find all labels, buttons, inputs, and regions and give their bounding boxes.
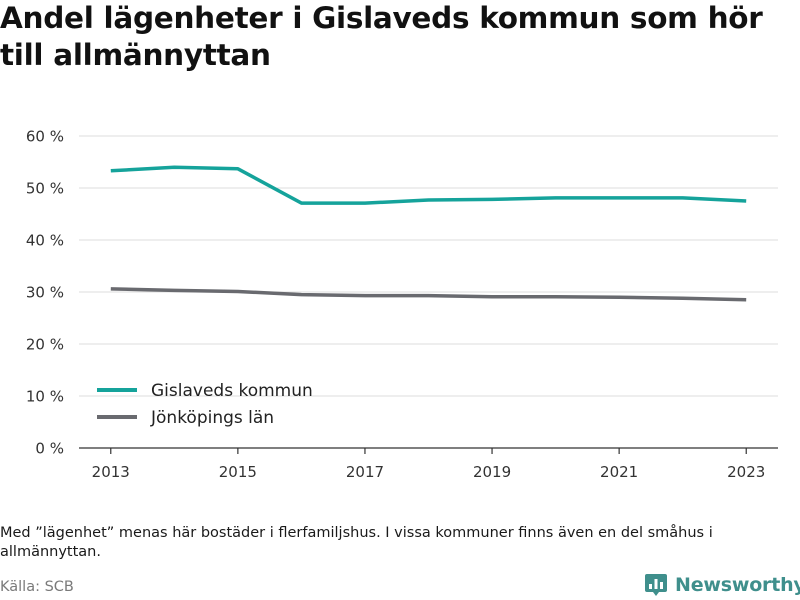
footnote: Med ”lägenhet” menas här bostäder i fler… xyxy=(0,525,713,560)
y-tick-label: 60 % xyxy=(26,128,64,146)
x-tick-label: 2015 xyxy=(219,463,257,481)
legend-label: Jönköpings län xyxy=(150,408,274,428)
source-text: Källa: SCB xyxy=(0,579,74,595)
brand-logo[interactable]: Newsworthy xyxy=(644,570,800,600)
brand-name: Newsworthy xyxy=(675,574,800,596)
chart-title: Andel lägenheter i Gislaveds kommun som … xyxy=(0,1,763,72)
y-axis-ticks: 0 % 10 % 20 % 30 % 40 % 50 % 60 % xyxy=(26,128,64,458)
y-tick-label: 10 % xyxy=(26,388,64,406)
y-tick-label: 40 % xyxy=(26,232,64,250)
x-tick-label: 2013 xyxy=(92,463,130,481)
x-tick-label: 2017 xyxy=(346,463,384,481)
x-tick-label: 2021 xyxy=(600,463,638,481)
x-axis: 2013 2015 2017 2019 2021 2023 xyxy=(79,447,778,481)
y-tick-label: 0 % xyxy=(35,440,64,458)
gridlines xyxy=(79,135,778,397)
legend: Gislaveds kommun Jönköpings län xyxy=(97,381,313,428)
y-tick-label: 30 % xyxy=(26,284,64,302)
y-tick-label: 20 % xyxy=(26,336,64,354)
series-lines xyxy=(110,165,747,302)
y-tick-label: 50 % xyxy=(26,180,64,198)
line-chart: 0 % 10 % 20 % 30 % 40 % 50 % 60 % 2013 2015 2017… xyxy=(26,128,778,481)
newsworthy-logo-icon xyxy=(645,574,667,596)
legend-label: Gislaveds kommun xyxy=(151,381,313,401)
x-tick-label: 2019 xyxy=(473,463,511,481)
x-tick-label: 2023 xyxy=(727,463,765,481)
series-line-2 xyxy=(110,287,747,302)
series-line-1 xyxy=(110,165,747,205)
